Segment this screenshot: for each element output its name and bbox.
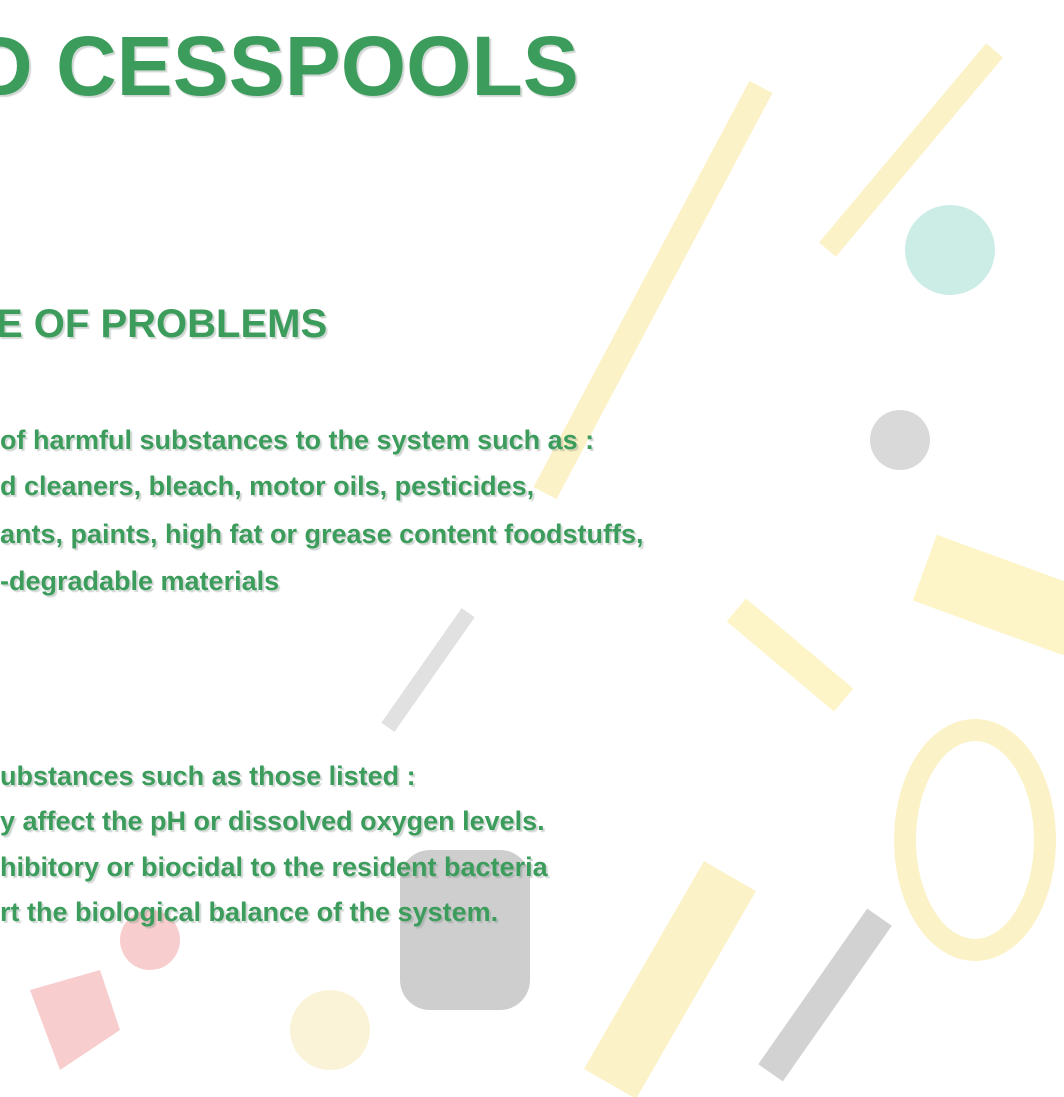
text-line: of harmful substances to the system such… xyxy=(0,425,595,455)
text-line: ubstances such as those listed : xyxy=(0,761,416,791)
title: D CESSPOOLS xyxy=(0,19,579,113)
text-line: hibitory or biocidal to the resident bac… xyxy=(0,852,548,882)
text-line: rt the biological balance of the system. xyxy=(0,897,499,927)
text-line: ants, paints, high fat or grease content… xyxy=(0,519,644,549)
text-line: -degradable materials xyxy=(0,566,280,596)
text-line: y affect the pH or dissolved oxygen leve… xyxy=(0,806,545,836)
text-line: d cleaners, bleach, motor oils, pesticid… xyxy=(0,471,535,501)
subtitle: E OF PROBLEMS xyxy=(0,302,328,346)
